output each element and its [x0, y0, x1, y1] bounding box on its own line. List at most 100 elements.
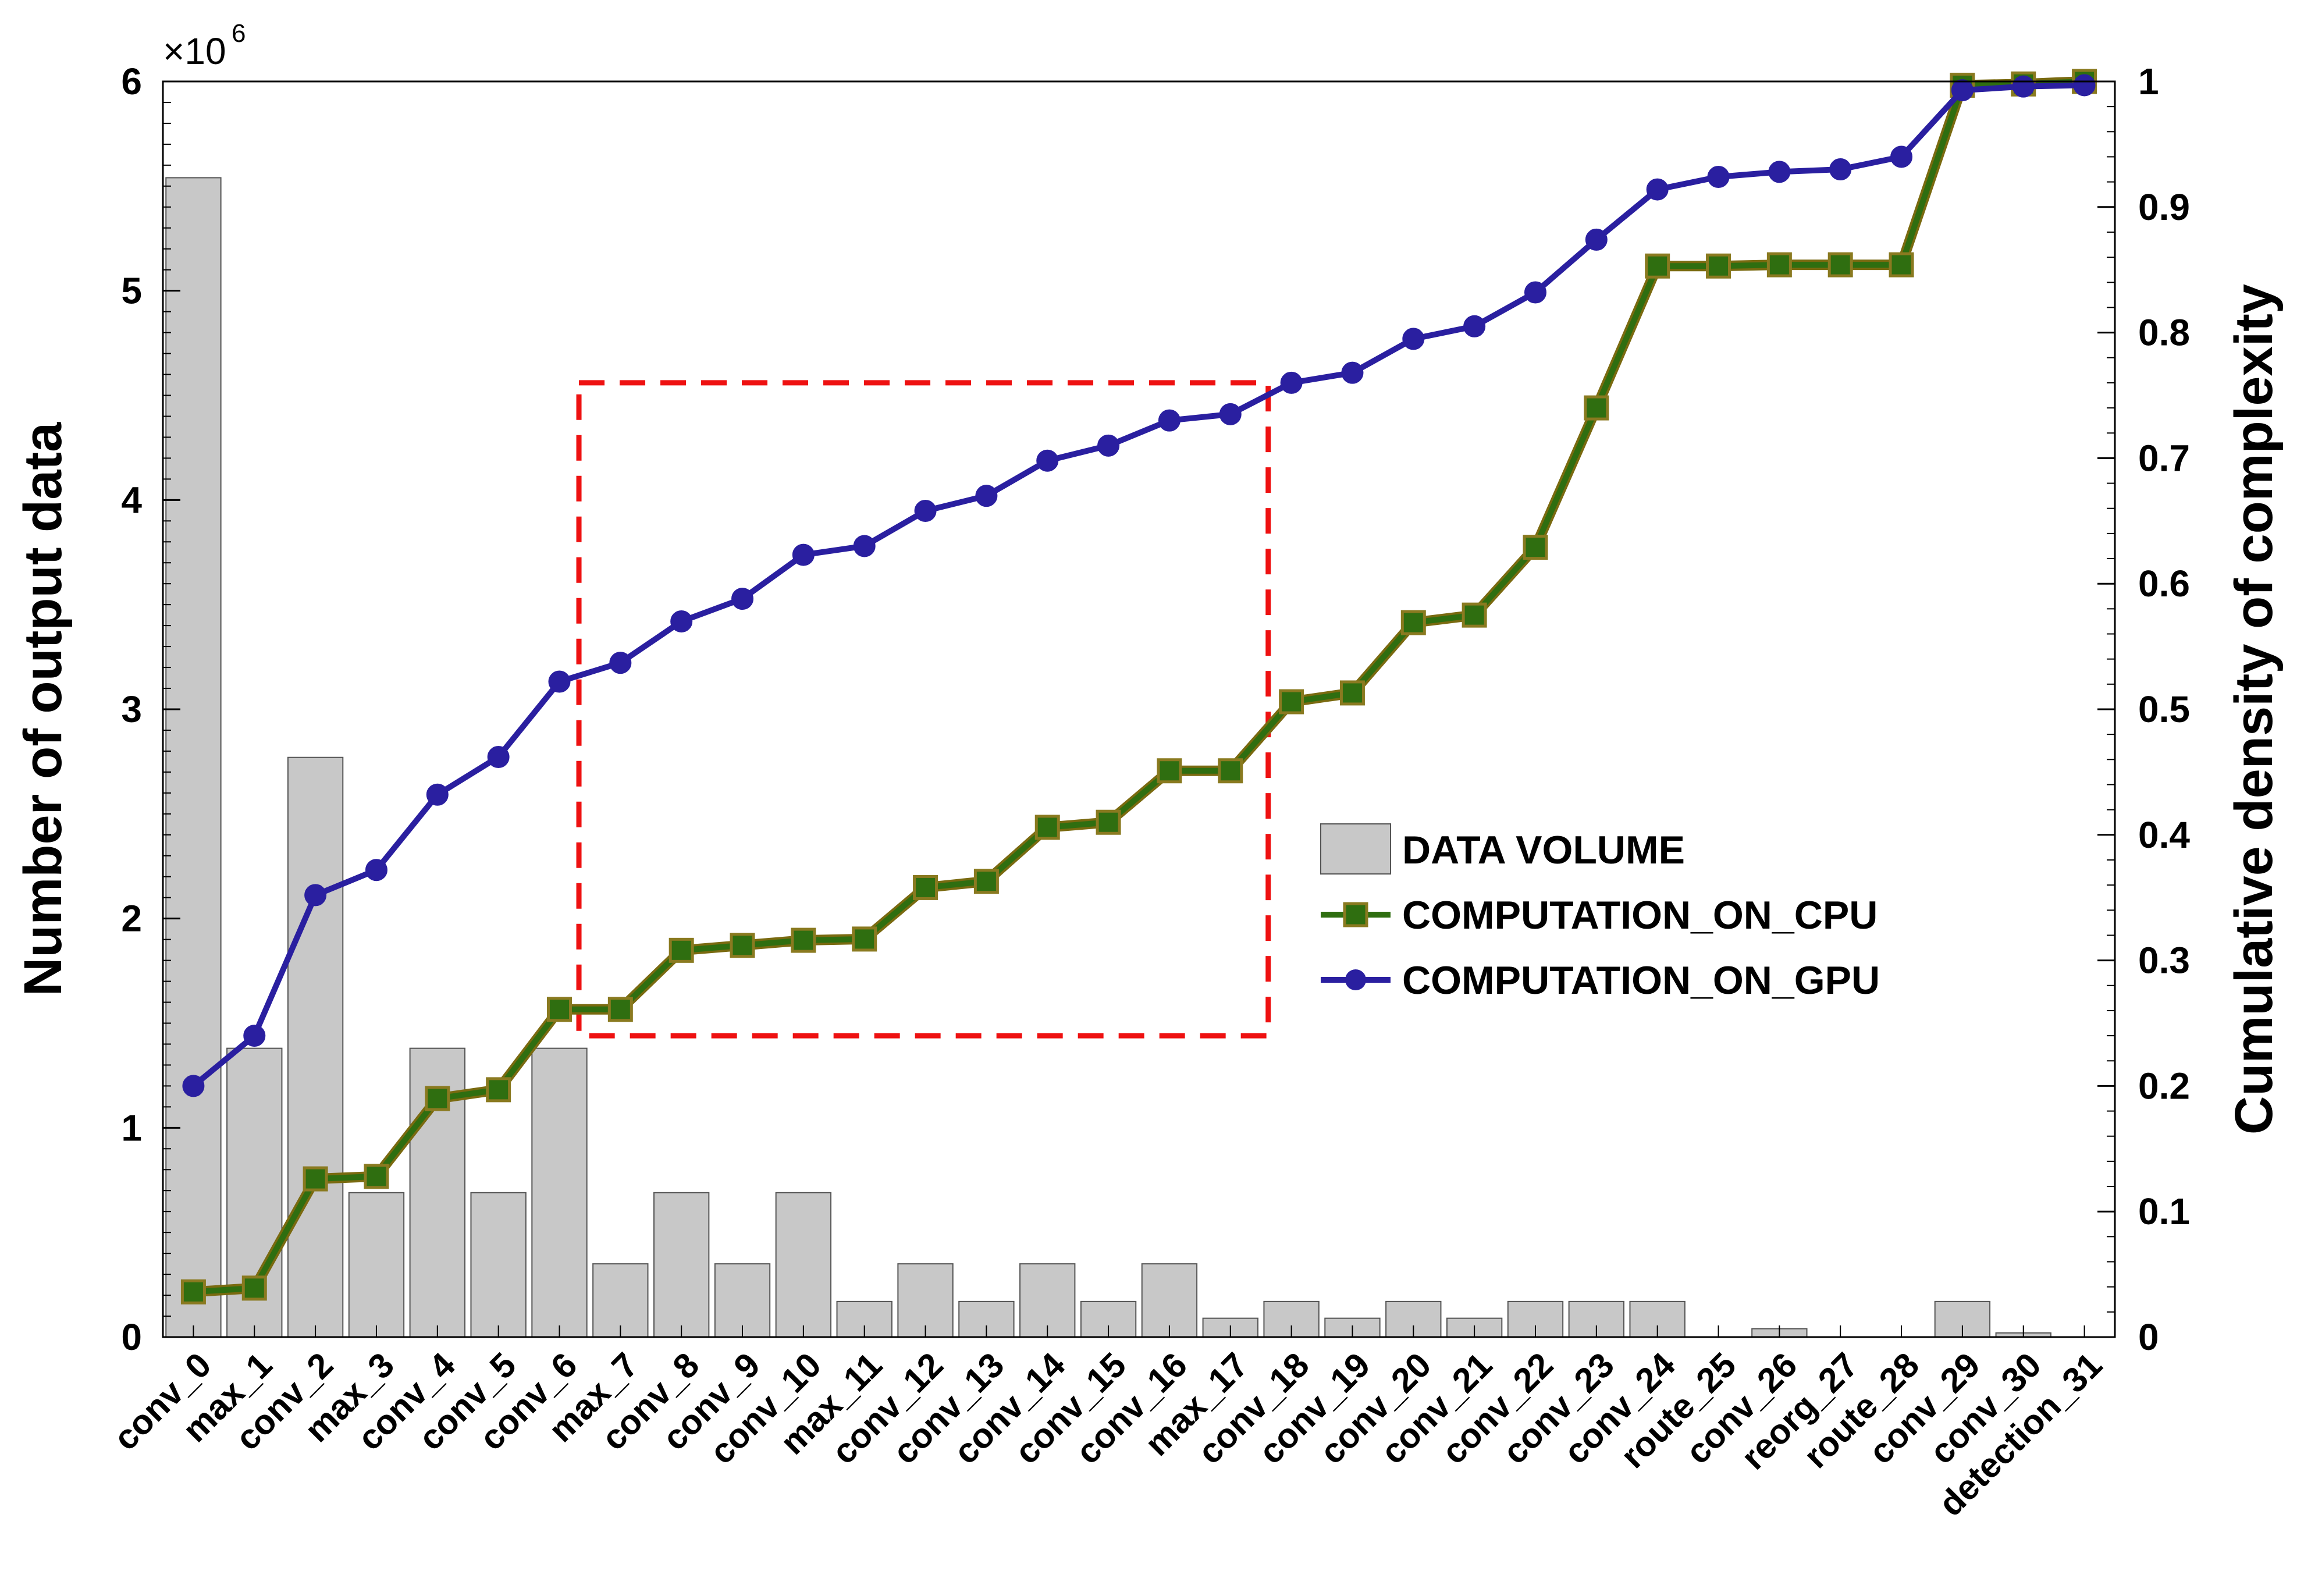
- legend-label-computation-on-cpu: COMPUTATION_ON_CPU: [1402, 893, 1878, 937]
- computation-on-gpu-point-conv_0: [182, 1075, 205, 1097]
- computation-on-cpu-point-conv_22: [1523, 535, 1548, 560]
- computation-on-gpu-point-conv_6: [548, 670, 571, 693]
- computation-on-cpu-point-conv_16: [1157, 758, 1182, 784]
- computation-on-gpu-point-max_3: [365, 859, 387, 881]
- computation-on-gpu-point-conv_8: [670, 610, 693, 632]
- y-multiplier: ×10: [163, 30, 226, 72]
- y-tick-label: 2: [121, 898, 142, 940]
- computation-on-cpu-point-max_7: [607, 997, 633, 1022]
- computation-on-gpu-point-conv_18: [1280, 371, 1303, 394]
- computation-on-gpu-point-conv_29: [1951, 79, 1974, 102]
- computation-on-gpu-point-conv_22: [1524, 281, 1546, 304]
- computation-on-gpu-point-max_7: [609, 652, 632, 674]
- bar-conv_0: [165, 177, 222, 1338]
- computation-on-gpu-point-max_1: [243, 1025, 266, 1047]
- y-axis-label: Number of output data: [13, 422, 73, 996]
- bar-max_3: [348, 1192, 405, 1338]
- computation-on-gpu-point-conv_13: [975, 485, 998, 507]
- computation-on-cpu-point-route_25: [1706, 253, 1731, 279]
- computation-on-cpu-point-conv_15: [1096, 809, 1121, 835]
- computation-on-gpu-point-conv_2: [304, 884, 327, 907]
- legend-marker-computation-on-cpu: [1343, 902, 1368, 927]
- legend-marker-computation-on-gpu: [1345, 969, 1366, 990]
- bar-conv_8: [653, 1192, 710, 1338]
- computation-on-cpu-point-route_28: [1889, 252, 1914, 278]
- y-multiplier-exponent: 6: [232, 19, 246, 48]
- computation-on-gpu-point-conv_15: [1097, 434, 1120, 457]
- y2-tick-label: 0.5: [2138, 688, 2190, 730]
- annotation-layer: [576, 380, 1271, 1039]
- computation-on-gpu-point-max_17: [1219, 403, 1242, 425]
- computation-on-gpu-point-route_28: [1890, 145, 1913, 168]
- computation-on-cpu-point-conv_8: [669, 937, 694, 963]
- computation-on-gpu-point-conv_12: [914, 500, 937, 522]
- bar-conv_14: [1019, 1263, 1076, 1338]
- computation-on-cpu-point-conv_24: [1645, 253, 1670, 279]
- bar-conv_10: [775, 1192, 832, 1338]
- y2-tick-label: 0.1: [2138, 1190, 2190, 1232]
- computation-on-gpu-point-conv_5: [487, 746, 510, 769]
- computation-on-cpu-point-conv_20: [1400, 610, 1426, 635]
- y2-tick-label: 0: [2138, 1316, 2159, 1358]
- computation-on-gpu-point-conv_14: [1036, 449, 1059, 472]
- y-tick-label: 5: [121, 270, 142, 312]
- lines-layer: [180, 69, 2097, 1304]
- computation-on-cpu-point-conv_18: [1279, 689, 1304, 715]
- y2-tick-label: 0.8: [2138, 312, 2190, 354]
- y2-tick-label: 0.4: [2138, 814, 2190, 856]
- computation-on-cpu-point-conv_0: [180, 1279, 206, 1304]
- computation-on-cpu-point-conv_6: [546, 997, 572, 1022]
- y-tick-label: 4: [121, 479, 142, 521]
- computation-on-gpu-point-detection_31: [2073, 74, 2096, 97]
- y2-tick-label: 0.7: [2138, 437, 2190, 479]
- computation-on-cpu-point-conv_14: [1034, 815, 1060, 840]
- legend-label-data volume: DATA VOLUME: [1402, 828, 1685, 872]
- legend: DATA VOLUME COMPUTATION_ON_CPU COMPUTATION…: [1320, 823, 1880, 1003]
- y2-axis-label: Cumulative density of complexity: [2224, 284, 2284, 1135]
- y-tick-label: 6: [121, 61, 142, 102]
- computation-on-gpu-point-conv_23: [1585, 228, 1608, 251]
- computation-on-cpu-point-conv_26: [1766, 252, 1792, 278]
- bar-conv_16: [1141, 1263, 1198, 1338]
- bar-conv_12: [897, 1263, 954, 1338]
- computation-on-cpu-point-conv_12: [913, 875, 938, 900]
- computation-on-gpu-point-conv_9: [731, 588, 754, 610]
- computation-on-gpu-point-reorg_27: [1829, 158, 1852, 181]
- computation-on-gpu-point-conv_10: [792, 543, 815, 566]
- computation-on-gpu-point-conv_19: [1341, 361, 1364, 384]
- computation-on-cpu-point-conv_4: [425, 1086, 450, 1111]
- computation-on-gpu-point-conv_21: [1463, 315, 1486, 337]
- bar-max_7: [592, 1263, 649, 1338]
- computation-on-gpu-point-conv_26: [1768, 161, 1791, 183]
- computation-on-gpu-point-conv_4: [426, 783, 449, 806]
- computation-on-gpu-point-conv_24: [1646, 178, 1669, 201]
- computation-on-gpu-point-conv_20: [1402, 328, 1425, 350]
- legend-label-computation-on-gpu: COMPUTATION_ON_GPU: [1402, 958, 1880, 1003]
- computation-on-cpu-point-reorg_27: [1827, 252, 1853, 278]
- y2-tick-label: 0.2: [2138, 1065, 2190, 1107]
- y2-tick-label: 0.6: [2138, 563, 2190, 605]
- bar-conv_9: [714, 1263, 771, 1338]
- computation-on-cpu-point-conv_9: [730, 933, 755, 958]
- y2-tick-label: 0.3: [2138, 940, 2190, 982]
- y2-tick-label: 0.9: [2138, 186, 2190, 228]
- y-tick-label: 0: [121, 1316, 142, 1358]
- computation-on-gpu-point-conv_16: [1158, 409, 1180, 432]
- bars-layer: [165, 177, 2051, 1338]
- computation-on-cpu-point-max_3: [364, 1164, 389, 1189]
- y2-tick-label: 1: [2138, 61, 2159, 102]
- computation-on-cpu-point-conv_19: [1339, 680, 1365, 706]
- computation-on-cpu-point-conv_21: [1462, 602, 1487, 628]
- y-tick-label: 3: [121, 688, 142, 730]
- computation-on-cpu-point-conv_23: [1584, 395, 1609, 421]
- computation-on-cpu-point-conv_2: [303, 1166, 328, 1192]
- bar-conv_2: [287, 756, 344, 1338]
- computation-on-gpu-point-conv_30: [2012, 75, 2035, 98]
- computation-on-cpu-point-max_17: [1218, 758, 1243, 784]
- y-tick-label: 1: [121, 1107, 142, 1149]
- computation-on-cpu-point-max_1: [241, 1275, 267, 1301]
- bar-conv_6: [531, 1047, 588, 1338]
- computation-on-gpu-point-max_11: [853, 535, 876, 557]
